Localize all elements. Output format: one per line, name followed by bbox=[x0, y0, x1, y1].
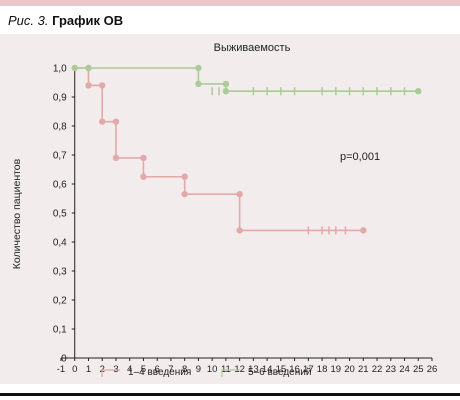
y-tick-label: 0,5 bbox=[53, 209, 67, 220]
series-1-event-point bbox=[140, 173, 147, 180]
series-1-event-point bbox=[99, 82, 106, 89]
chart-title: Выживаемость bbox=[214, 42, 291, 54]
series-2-step-line bbox=[74, 67, 419, 92]
series-2-event-point bbox=[195, 80, 202, 88]
x-tick-label: 20 bbox=[344, 364, 355, 375]
x-tick-label: 24 bbox=[399, 364, 410, 375]
x-tick-label: 25 bbox=[413, 364, 424, 375]
bottom-rule bbox=[0, 393, 460, 396]
x-tick-label: 5 bbox=[141, 364, 146, 375]
legend-label-series-2: 5–6 введений bbox=[248, 367, 311, 378]
x-tick-label: 4 bbox=[127, 364, 132, 375]
x-tick-label: 23 bbox=[385, 364, 396, 375]
series-2-event-point bbox=[195, 64, 202, 72]
series-1-event-point bbox=[140, 154, 147, 162]
legend-item-series-2: 5–6 введений bbox=[221, 367, 311, 378]
series-1-event-point bbox=[85, 82, 92, 89]
series-1-event-point bbox=[112, 118, 120, 125]
x-tick-label: 19 bbox=[331, 364, 342, 375]
x-tick-label: 14 bbox=[262, 364, 273, 375]
x-tick-label: 17 bbox=[303, 364, 314, 375]
series-layer bbox=[71, 64, 422, 235]
y-tick-label: 0,8 bbox=[53, 122, 67, 133]
figure-caption: Рис. 3. График ОВ bbox=[8, 13, 123, 28]
series-1-event-point bbox=[99, 118, 106, 125]
series-1-event-point bbox=[236, 227, 243, 234]
legend-label-series-1: 1–4 введения bbox=[128, 367, 191, 378]
legend-swatch-series-2 bbox=[221, 369, 240, 377]
x-tick-label: 9 bbox=[196, 364, 201, 375]
caption-prefix: Рис. 3. bbox=[8, 13, 49, 28]
x-tick-label: 10 bbox=[207, 364, 218, 375]
y-tick-label: 0,6 bbox=[53, 180, 67, 191]
y-axis-label: Количество пациентов bbox=[11, 158, 23, 269]
series-1-event-point bbox=[236, 190, 243, 198]
series-1-event-point bbox=[181, 173, 188, 180]
x-tick-label: 13 bbox=[248, 364, 259, 375]
y-tick-label: 0,3 bbox=[53, 267, 67, 278]
top-band bbox=[0, 0, 460, 6]
series-1-event-point bbox=[360, 227, 367, 234]
p-value-annotation: p=0,001 bbox=[340, 151, 380, 163]
series-1-event-point bbox=[181, 190, 188, 198]
y-tick-label: 0,1 bbox=[53, 325, 67, 336]
series-2-event-point bbox=[415, 88, 422, 95]
chart-panel: Выживаемость Количество пациентов p=0,00… bbox=[0, 34, 460, 384]
x-tick-label: -1 bbox=[57, 364, 65, 375]
legend-swatch-series-1 bbox=[101, 369, 120, 377]
x-tick-label: 6 bbox=[155, 364, 160, 375]
series-2-event-point bbox=[222, 80, 230, 88]
x-tick-label: 18 bbox=[317, 364, 328, 375]
x-tick-label: 26 bbox=[427, 364, 438, 375]
x-tick-label: 1 bbox=[86, 364, 91, 375]
x-tick-label: 21 bbox=[358, 364, 369, 375]
x-tick-label: 7 bbox=[168, 364, 173, 375]
series-2-event-point bbox=[71, 64, 78, 72]
y-tick-label: 0,7 bbox=[53, 151, 67, 162]
series-2 bbox=[71, 64, 422, 96]
axes: 00,10,20,30,40,50,60,70,80,91,0-1 0 1 2 3 4 5 6… bbox=[53, 64, 437, 376]
x-tick-label: 8 bbox=[182, 364, 187, 375]
y-tick-label: 0,4 bbox=[53, 238, 67, 249]
legend-item-series-1: 1–4 введения bbox=[101, 367, 191, 378]
series-2-event-point bbox=[85, 64, 92, 72]
x-tick-label: 15 bbox=[276, 364, 287, 375]
y-tick-label: 0,2 bbox=[53, 296, 67, 307]
series-2-event-point bbox=[222, 88, 230, 95]
legend: 1–4 введения 5–6 введений bbox=[101, 367, 311, 378]
x-tick-label: 16 bbox=[289, 364, 300, 375]
y-tick-label: 1,0 bbox=[53, 64, 67, 75]
x-tick-label: 22 bbox=[372, 364, 383, 375]
survival-chart: Выживаемость Количество пациентов p=0,00… bbox=[11, 42, 437, 378]
caption-title: График ОВ bbox=[52, 13, 124, 28]
series-1-event-point bbox=[112, 154, 120, 162]
y-tick-label: 0 bbox=[61, 354, 67, 365]
y-tick-label: 0,9 bbox=[53, 93, 67, 104]
x-tick-label: 0 bbox=[72, 364, 77, 375]
